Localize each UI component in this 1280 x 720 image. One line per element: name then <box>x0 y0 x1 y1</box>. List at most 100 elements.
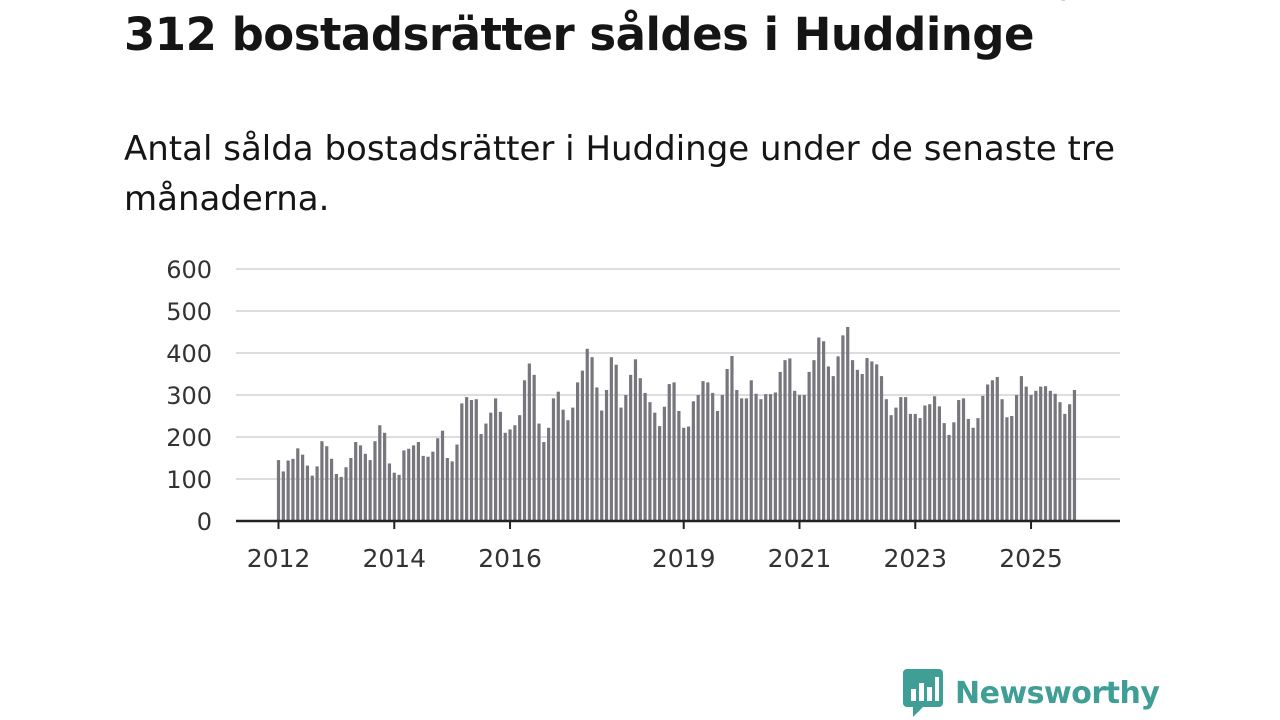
bar <box>315 466 319 521</box>
bar <box>551 398 556 521</box>
bar <box>942 423 946 521</box>
bar <box>334 473 338 521</box>
bar <box>527 363 531 521</box>
newsworthy-logo-text: Newsworthy <box>955 675 1160 711</box>
bar <box>923 405 927 521</box>
bar <box>855 369 859 521</box>
bar <box>913 413 917 521</box>
bar <box>619 407 623 521</box>
bar <box>677 410 681 521</box>
bar <box>440 430 445 521</box>
bar <box>281 471 285 521</box>
bar <box>493 398 498 521</box>
bar <box>580 370 585 521</box>
bar <box>474 399 478 521</box>
bar <box>1063 413 1067 521</box>
y-tick-label: 400 <box>166 340 212 368</box>
bar <box>1058 402 1062 521</box>
bar <box>638 378 642 521</box>
bar <box>378 425 382 521</box>
bar <box>489 412 493 521</box>
bar <box>759 399 763 521</box>
bar <box>484 423 488 521</box>
bar <box>860 374 864 521</box>
bar <box>783 360 787 521</box>
bar <box>749 380 753 521</box>
bar <box>773 392 777 521</box>
bar <box>633 359 638 521</box>
bar <box>614 364 618 521</box>
bar <box>431 451 435 521</box>
data-labels: 312 <box>1056 0 1102 6</box>
bar <box>1019 376 1023 521</box>
bar <box>730 355 734 521</box>
bar <box>624 395 628 521</box>
bar <box>1053 393 1057 521</box>
bar <box>865 358 869 521</box>
bar <box>797 395 802 521</box>
bar <box>836 356 840 521</box>
bar <box>358 445 363 521</box>
bar <box>469 400 474 521</box>
bar <box>981 395 985 521</box>
bar <box>928 404 932 521</box>
bar <box>479 434 483 521</box>
bar <box>542 442 546 521</box>
bar <box>841 335 845 521</box>
bar <box>508 429 512 521</box>
bar <box>411 445 416 521</box>
bar <box>561 409 565 521</box>
bar <box>363 453 367 521</box>
bar <box>532 374 536 521</box>
bar <box>807 371 811 521</box>
y-tick-label: 500 <box>166 298 212 326</box>
bar <box>826 366 831 521</box>
bar <box>817 337 821 521</box>
bar <box>1068 404 1072 521</box>
x-tick-label: 2021 <box>768 544 832 573</box>
bar <box>595 387 599 521</box>
bar <box>850 360 855 521</box>
x-tick-label: 2019 <box>652 544 716 573</box>
bar <box>416 442 420 521</box>
bar <box>387 463 392 521</box>
bar <box>498 411 503 521</box>
y-tick-label: 100 <box>166 466 212 494</box>
bar <box>566 420 570 521</box>
bar <box>918 418 922 521</box>
bar <box>812 360 816 521</box>
bar <box>986 384 990 521</box>
bar <box>575 382 580 521</box>
bar <box>450 461 454 521</box>
bar <box>720 395 724 521</box>
bar <box>686 426 691 521</box>
bar <box>971 427 975 521</box>
bar <box>653 412 657 521</box>
bar <box>455 444 459 521</box>
bar <box>899 397 903 521</box>
bars <box>276 326 1077 521</box>
bar <box>276 460 281 521</box>
y-axis-ticks: 0 100 200 300 400 500 600 <box>166 256 212 536</box>
bar <box>368 460 372 521</box>
bar <box>908 413 913 521</box>
bar <box>421 455 425 521</box>
bar <box>768 394 773 521</box>
bar <box>740 398 744 521</box>
bar <box>875 364 879 521</box>
bar <box>397 474 401 521</box>
bar <box>961 398 966 521</box>
y-tick-label: 300 <box>166 382 212 410</box>
bar <box>296 448 300 521</box>
bar <box>701 381 705 521</box>
bar <box>711 392 715 521</box>
bar <box>402 450 406 521</box>
bar <box>662 406 667 521</box>
bar <box>590 357 594 521</box>
x-tick-label: 2025 <box>999 544 1063 573</box>
bar <box>1039 386 1043 521</box>
bar <box>383 432 387 521</box>
bar <box>952 422 956 521</box>
y-tick-label: 200 <box>166 424 212 452</box>
bar <box>831 376 835 521</box>
